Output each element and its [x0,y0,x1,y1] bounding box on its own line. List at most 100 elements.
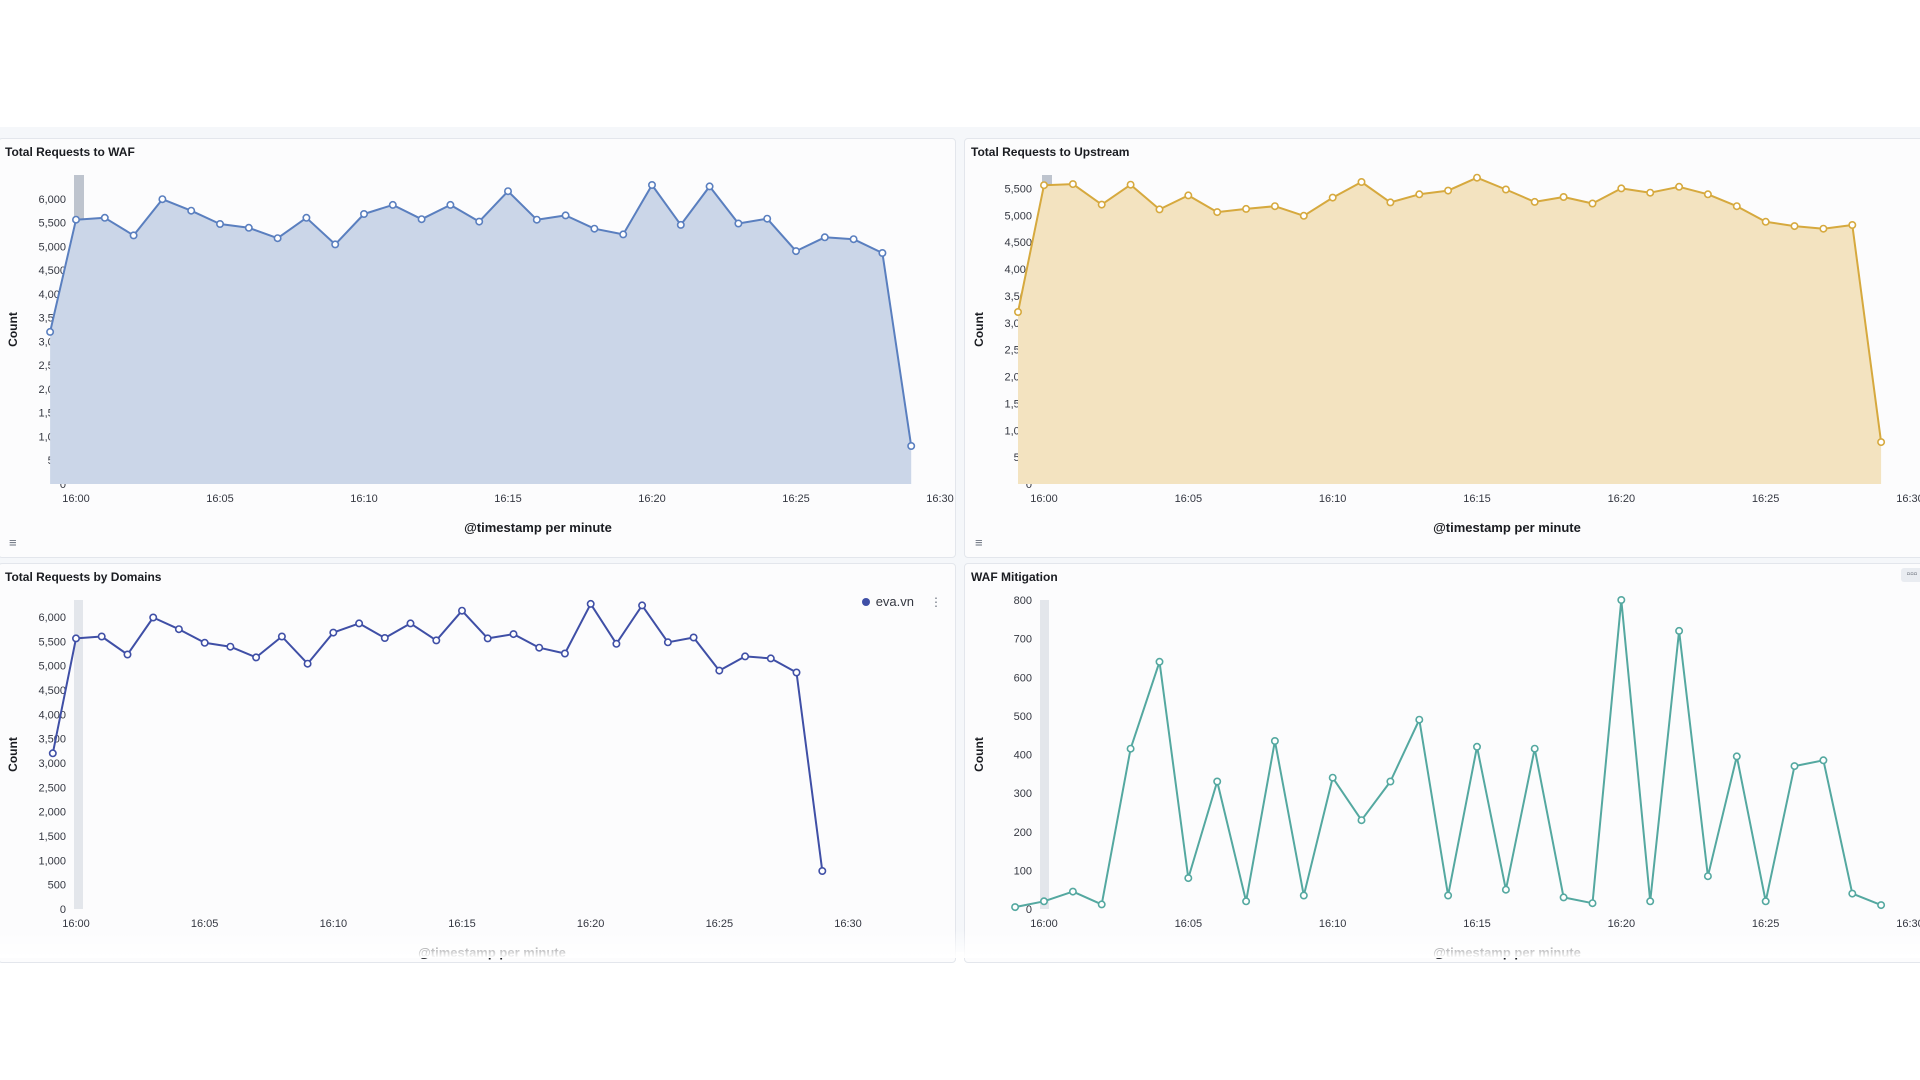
data-point [1415,190,1424,199]
y-tick-label: 5,000 [38,661,66,673]
data-point [1013,308,1022,317]
data-point [1242,897,1251,906]
data-point [1819,224,1828,233]
y-tick-label: 6,000 [38,612,66,624]
x-tick-label: 16:05 [1175,493,1203,505]
data-point [1068,180,1077,189]
x-tick-label: 16:05 [1175,918,1203,930]
y-tick-label: 3,500 [38,734,66,746]
data-point [1617,184,1626,193]
data-point [1646,188,1655,197]
data-point [763,214,772,223]
panel-options-button[interactable]: ▫▫▫ [1901,568,1920,582]
data-point [273,234,282,243]
y-tick-label: 5,500 [38,636,66,648]
y-tick-label: 5,000 [1004,210,1032,222]
data-point [1386,198,1395,207]
data-point [97,632,106,641]
x-tick-label: 16:20 [1608,493,1636,505]
chart-waf-mitigation[interactable]: 0 100 200 300 400 500 600 700 800 16:00 16:05 16:10… [965,564,1920,963]
y-tick-label: 300 [1014,788,1032,800]
y-tick-label: 5,500 [38,218,66,230]
data-point [1040,897,1049,906]
data-point [1530,744,1539,753]
data-point [277,632,286,641]
y-axis-title: Count [972,312,986,347]
data-point [1877,438,1886,447]
x-axis-title: @timestamp per minute [464,520,612,535]
chart-total-requests-to-waf[interactable]: 05001,0001,5002,0002,5003,0003,5004,0004… [0,139,956,558]
series-area [50,185,912,484]
x-tick-label: 16:00 [1030,493,1058,505]
data-point [766,654,775,663]
data-point [734,219,743,228]
y-tick-label: 2,500 [38,782,66,794]
data-point [1703,872,1712,881]
x-tick-label: 16:20 [1608,918,1636,930]
data-point [1675,626,1684,635]
data-point [388,200,397,209]
panel-total-requests-to-waf: Total Requests to WAF 05001,0001,5002,00… [0,138,956,558]
y-tick-label: 4,500 [1004,237,1032,249]
x-tick-label: 16:20 [638,493,666,505]
data-point [252,653,261,662]
x-tick-label: 16:30 [1896,493,1920,505]
data-point [1040,181,1049,190]
panel-title: WAF Mitigation [971,570,1058,584]
data-point [483,634,492,643]
data-point [329,628,338,637]
data-point [1126,180,1135,189]
x-tick-label: 16:25 [1752,918,1780,930]
data-point [612,639,621,648]
list-icon[interactable]: ≡ [975,535,983,550]
data-point [1299,891,1308,900]
data-point [1703,190,1712,199]
y-axis-title: Count [6,737,20,772]
panel-title: Total Requests to WAF [5,145,135,159]
selection-band [1040,600,1049,909]
y-tick-label: 0 [60,479,66,491]
data-point [1097,900,1106,909]
chart-total-requests-by-domains[interactable]: 05001,0001,5002,0002,5003,0003,5004,0004… [0,564,956,963]
y-tick-label: 5,000 [38,241,66,253]
data-point [174,625,183,634]
data-point [1126,744,1135,753]
x-tick-label: 16:00 [1030,918,1058,930]
y-tick-label: 800 [1014,595,1032,607]
data-point [1761,217,1770,226]
data-point [1184,191,1193,200]
data-point [226,642,235,651]
panel-total-requests-by-domains: Total Requests by Domains 0 500 1,000 1,500… [0,563,956,963]
data-point [1097,200,1106,209]
data-point [72,215,81,224]
x-tick-label: 16:15 [1463,493,1491,505]
y-tick-label: 4,500 [38,265,66,277]
data-point [417,215,426,224]
legend-menu-icon[interactable]: ⋮ [930,594,942,609]
data-point [129,231,138,240]
chart-legend[interactable]: eva.vn ⋮ [861,594,942,609]
data-point [1790,222,1799,231]
chart-total-requests-to-upstream[interactable]: 05001,0001,5002,0002,5003,0003,5004,0004… [965,139,1920,558]
y-tick-label: 500 [1014,711,1032,723]
data-point [586,599,595,608]
x-tick-label: 16:30 [1896,918,1920,930]
data-point [509,630,518,639]
x-tick-label: 16:10 [320,918,348,930]
x-tick-label: 16:05 [206,493,234,505]
y-tick-label: 0 [1026,479,1032,491]
x-tick-label: 16:15 [448,918,476,930]
x-tick-label: 16:10 [1319,493,1347,505]
x-axis-title: @timestamp per minute [1433,520,1581,535]
y-tick-label: 500 [48,880,66,892]
data-point [1530,197,1539,206]
list-icon[interactable]: ≡ [9,535,17,550]
x-tick-label: 16:25 [1752,493,1780,505]
data-point [1761,897,1770,906]
data-point [331,240,340,249]
x-tick-label: 16:25 [706,918,734,930]
data-point [1501,185,1510,194]
data-point [1328,193,1337,202]
data-point [1675,182,1684,191]
series-area [1018,177,1882,484]
